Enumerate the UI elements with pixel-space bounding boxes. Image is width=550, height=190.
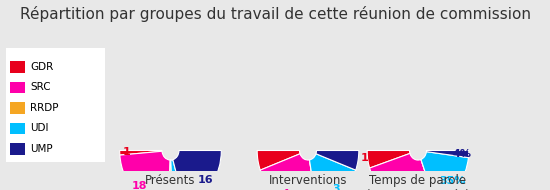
Wedge shape [120, 151, 170, 190]
Wedge shape [168, 160, 173, 190]
Text: UMP: UMP [30, 144, 53, 154]
Wedge shape [120, 150, 162, 155]
Wedge shape [421, 152, 469, 190]
Text: 10%: 10% [361, 153, 388, 163]
Bar [10, 82, 25, 93]
Bar [10, 102, 25, 114]
Text: Présents: Présents [145, 174, 196, 187]
Wedge shape [310, 160, 317, 190]
Wedge shape [173, 150, 221, 190]
Wedge shape [171, 160, 185, 190]
Wedge shape [370, 153, 436, 190]
Text: 4%: 4% [453, 149, 471, 159]
Wedge shape [367, 150, 410, 168]
Wedge shape [426, 150, 469, 158]
Text: 1: 1 [123, 147, 130, 158]
Text: UDI: UDI [30, 124, 49, 133]
Text: 35%: 35% [439, 177, 466, 186]
Bar [10, 123, 25, 134]
Bar [10, 143, 25, 155]
Text: Temps de parole
(mots prononcés): Temps de parole (mots prononcés) [366, 174, 470, 190]
Wedge shape [310, 154, 356, 190]
Text: 1: 1 [261, 154, 268, 164]
Text: SRC: SRC [30, 82, 51, 92]
Text: 16: 16 [198, 176, 213, 185]
Wedge shape [260, 154, 317, 190]
Text: RRDP: RRDP [30, 103, 59, 113]
Text: 3: 3 [333, 184, 340, 190]
Text: 18: 18 [132, 181, 147, 190]
Wedge shape [316, 150, 359, 170]
Text: Répartition par groupes du travail de cette réunion de commission: Répartition par groupes du travail de ce… [19, 6, 531, 22]
FancyBboxPatch shape [1, 42, 109, 167]
Text: 4: 4 [282, 189, 290, 190]
Text: GDR: GDR [30, 62, 53, 72]
Wedge shape [421, 159, 436, 190]
Text: 1: 1 [348, 154, 355, 164]
Bar [10, 61, 25, 73]
Wedge shape [257, 150, 300, 170]
Text: Interventions: Interventions [269, 174, 347, 187]
